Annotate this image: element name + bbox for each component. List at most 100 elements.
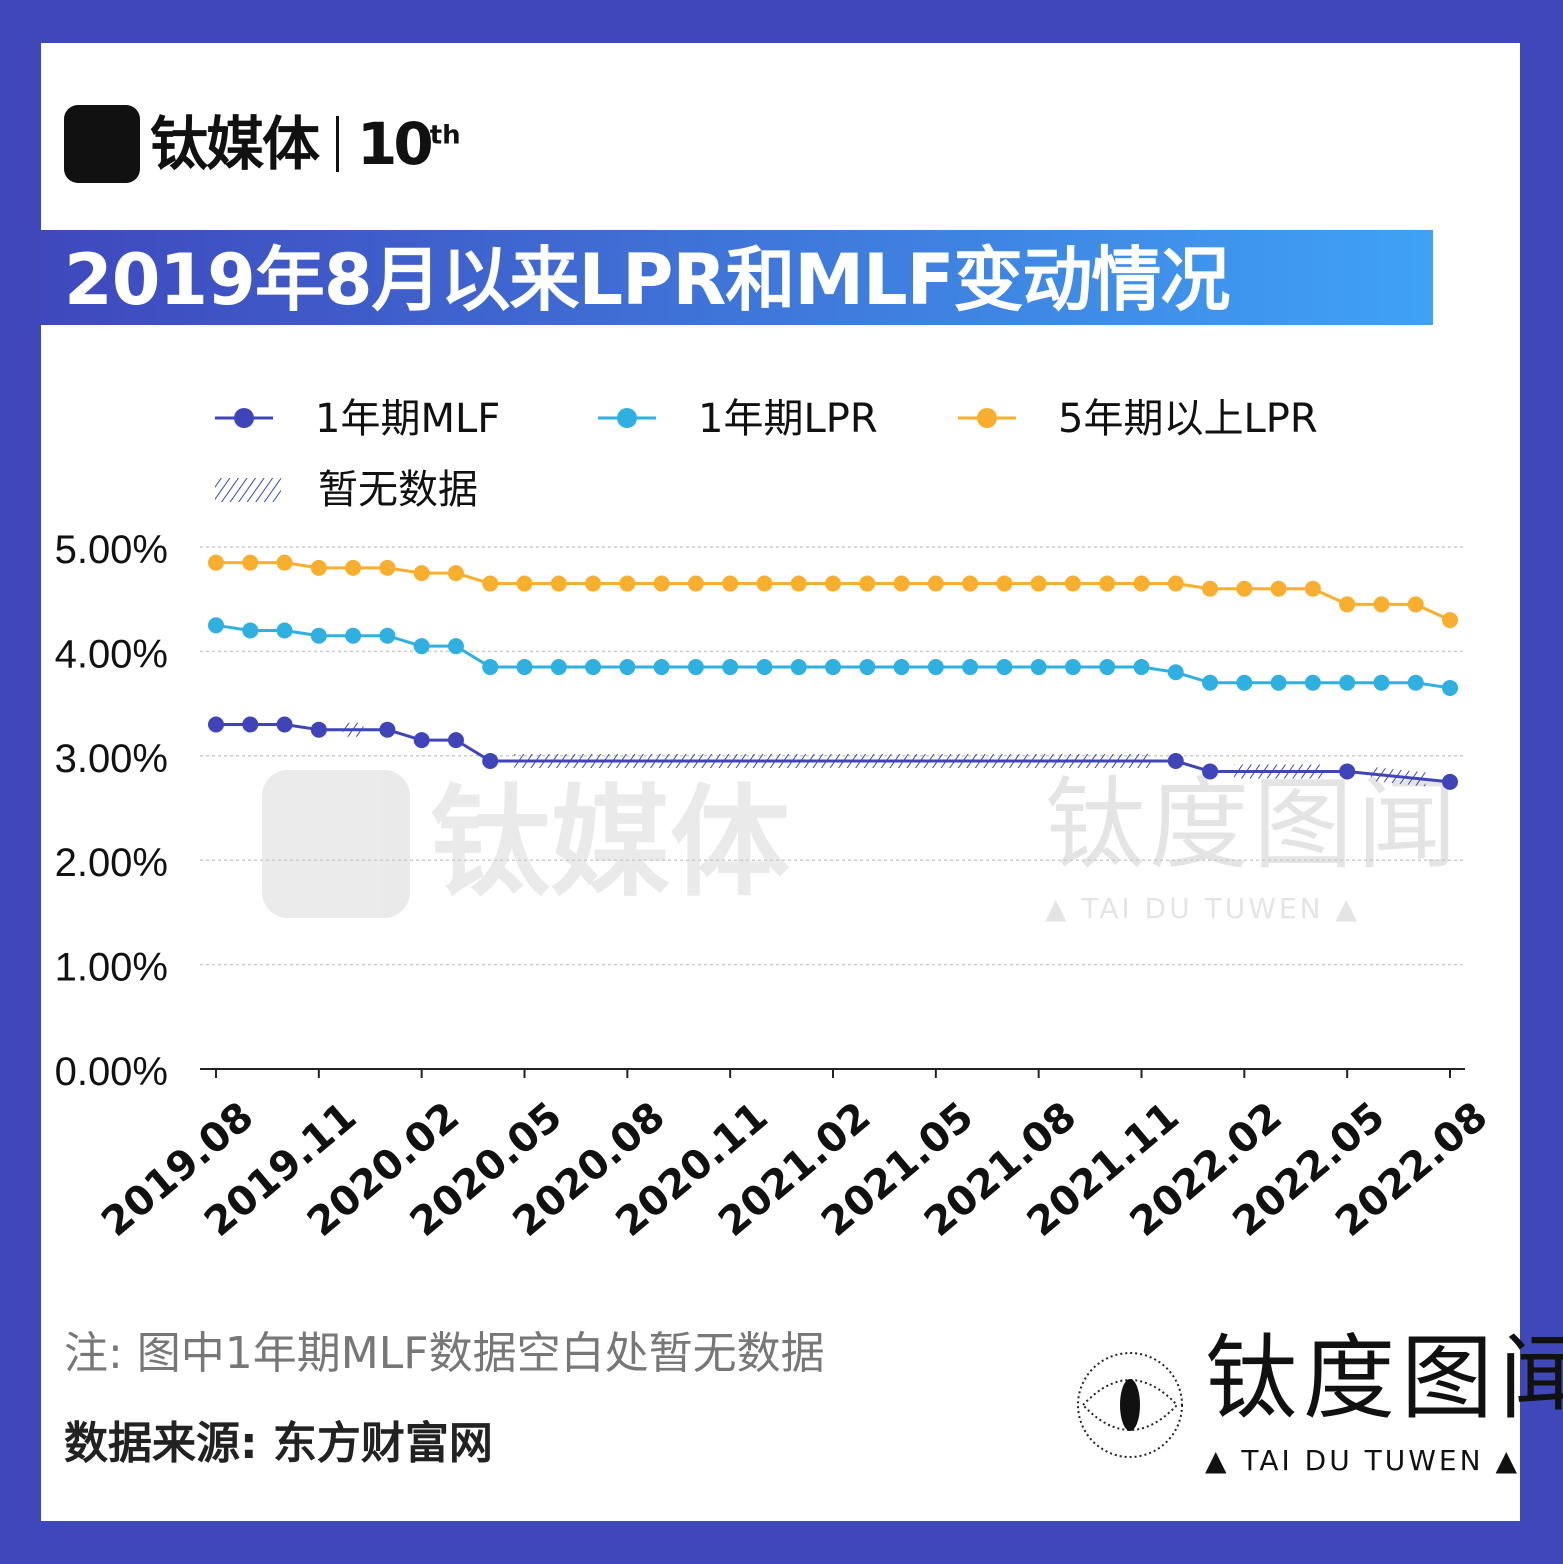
data-point <box>1236 580 1253 597</box>
data-point <box>825 575 841 592</box>
series-1 <box>208 617 1458 696</box>
data-point <box>1202 580 1219 597</box>
data-point <box>962 575 979 592</box>
data-point <box>276 554 293 571</box>
data-point <box>1304 580 1321 597</box>
data-point <box>1442 773 1458 790</box>
legend: 1年期MLF 1年期LPR 5年期以上LPR 暂无数据 <box>215 396 1318 513</box>
brand-logo-icon <box>64 105 140 183</box>
legend-label: 1年期LPR <box>698 396 878 442</box>
data-point <box>208 617 224 634</box>
data-point <box>1133 575 1150 592</box>
data-point <box>790 659 807 676</box>
data-point <box>927 575 944 592</box>
data-point <box>310 721 327 738</box>
watermark-sub: ▲ TAI DU TUWEN ▲ <box>1045 892 1360 925</box>
data-point <box>516 659 533 676</box>
data-point <box>1236 674 1253 691</box>
data-point <box>1270 674 1287 691</box>
data-point <box>1270 580 1287 597</box>
data-point <box>1167 753 1184 770</box>
data-point <box>1373 674 1390 691</box>
data-point <box>1304 674 1321 691</box>
data-point <box>653 575 670 592</box>
data-point <box>893 659 910 676</box>
data-point <box>1167 664 1184 681</box>
watermark-name: 钛媒体 <box>430 774 790 913</box>
data-point <box>1133 659 1150 676</box>
data-point <box>1407 674 1424 691</box>
brand-divider <box>336 116 340 172</box>
data-point <box>585 575 602 592</box>
data-point <box>310 627 327 644</box>
data-point <box>1407 596 1424 613</box>
data-point <box>962 659 979 676</box>
data-point <box>276 716 293 733</box>
data-point <box>447 732 464 749</box>
data-point <box>345 627 362 644</box>
data-point <box>1064 575 1081 592</box>
series-2 <box>208 554 1458 629</box>
data-point <box>379 721 396 738</box>
watermark-logo-icon <box>262 770 410 918</box>
data-point <box>242 716 259 733</box>
y-tick-label: 1.00% <box>55 946 168 990</box>
footer-brand: 钛度图闻 ▲ TAI DU TUWEN ▲ <box>1075 1325 1563 1490</box>
data-point <box>1030 575 1047 592</box>
brand-header: 钛媒体 10th <box>64 105 461 183</box>
data-point <box>653 659 670 676</box>
y-tick-label: 0.00% <box>55 1050 168 1094</box>
data-point <box>242 554 259 571</box>
data-point <box>687 659 704 676</box>
data-point <box>1030 659 1047 676</box>
data-point <box>756 659 773 676</box>
data-point <box>1202 674 1219 691</box>
data-point <box>859 575 876 592</box>
data-point <box>516 575 533 592</box>
data-point <box>1099 659 1116 676</box>
data-point <box>859 659 876 676</box>
legend-label: 暂无数据 <box>318 467 478 513</box>
data-point <box>1373 596 1390 613</box>
data-point <box>276 622 293 639</box>
data-point <box>413 565 430 582</box>
y-tick-label: 3.00% <box>55 737 168 781</box>
watermark-name2: 钛度图闻 <box>1045 766 1461 883</box>
series-0 <box>208 716 1458 790</box>
data-point <box>310 559 327 576</box>
data-point <box>1442 679 1458 696</box>
data-point <box>482 659 499 676</box>
eye-logo-icon <box>1077 1352 1183 1458</box>
data-point <box>447 565 464 582</box>
data-point <box>619 575 636 592</box>
data-point <box>1099 575 1116 592</box>
data-point <box>756 575 773 592</box>
data-point <box>208 716 224 733</box>
data-point <box>996 575 1013 592</box>
data-point <box>927 659 944 676</box>
data-point <box>1167 575 1184 592</box>
series-lines <box>208 554 1458 790</box>
data-point <box>619 659 636 676</box>
data-point <box>687 575 704 592</box>
y-tick-label: 2.00% <box>55 841 168 885</box>
data-point <box>1064 659 1081 676</box>
data-point <box>447 638 464 655</box>
brand-ten-sup: th <box>429 120 461 151</box>
brand-ten-number: 10 <box>357 110 434 178</box>
axes: 0.00%1.00%2.00%3.00%4.00%5.00%2019.08201… <box>55 528 1497 1246</box>
data-point <box>1442 612 1458 629</box>
legend-marker <box>234 408 254 428</box>
data-point <box>242 622 259 639</box>
legend-marker <box>977 408 997 428</box>
data-point <box>1339 596 1356 613</box>
data-point <box>345 559 362 576</box>
legend-label: 5年期以上LPR <box>1058 396 1318 442</box>
y-tick-label: 5.00% <box>55 528 168 572</box>
data-point <box>1339 674 1356 691</box>
brand-tenth: 10th <box>357 115 461 173</box>
footnote: 注: 图中1年期MLF数据空白处暂无数据 <box>64 1328 825 1379</box>
data-point <box>825 659 841 676</box>
data-source: 数据来源: 东方财富网 <box>64 1418 493 1469</box>
